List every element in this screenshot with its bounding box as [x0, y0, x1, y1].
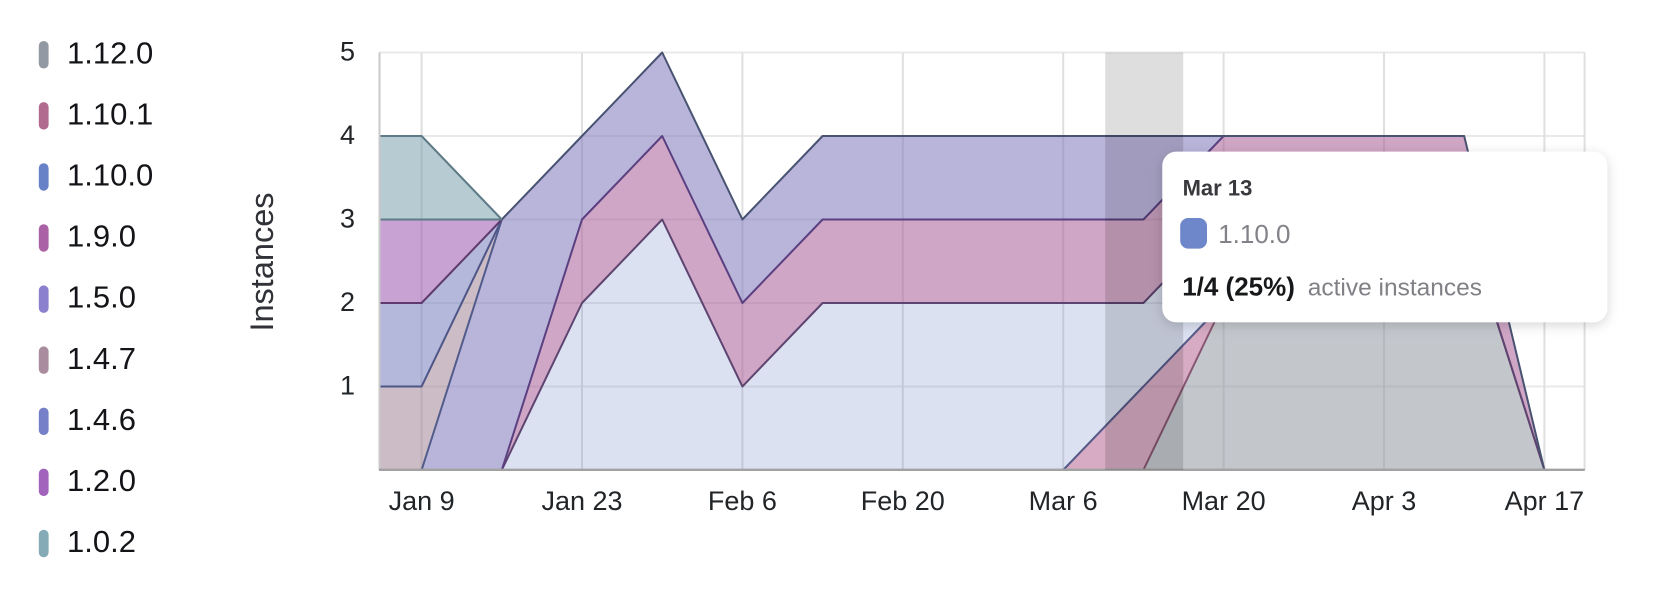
svg-text:Feb 6: Feb 6 [708, 486, 777, 516]
svg-text:1: 1 [340, 371, 355, 401]
svg-text:Apr 3: Apr 3 [1352, 486, 1417, 516]
svg-text:5: 5 [340, 37, 355, 67]
svg-text:Mar 20: Mar 20 [1182, 486, 1266, 516]
svg-text:1.10.0: 1.10.0 [1218, 219, 1290, 249]
svg-text:1.4.7: 1.4.7 [67, 341, 136, 376]
svg-text:Jan 9: Jan 9 [389, 486, 455, 516]
svg-text:2: 2 [340, 287, 355, 317]
svg-text:Jan 23: Jan 23 [541, 486, 622, 516]
svg-text:1.0.2: 1.0.2 [67, 524, 136, 559]
svg-text:Feb 20: Feb 20 [861, 486, 945, 516]
svg-text:1.10.1: 1.10.1 [67, 96, 153, 131]
svg-text:3: 3 [340, 204, 355, 234]
svg-text:Mar 6: Mar 6 [1029, 486, 1098, 516]
svg-text:Instances: Instances [244, 192, 280, 331]
svg-text:1.9.0: 1.9.0 [67, 219, 136, 254]
svg-text:4: 4 [340, 120, 355, 150]
svg-text:1.5.0: 1.5.0 [67, 280, 136, 315]
svg-text:1.10.0: 1.10.0 [67, 158, 153, 193]
svg-text:Mar 13: Mar 13 [1183, 176, 1253, 201]
svg-text:1.2.0: 1.2.0 [67, 463, 136, 498]
svg-text:Apr 17: Apr 17 [1505, 486, 1585, 516]
svg-text:1.12.0: 1.12.0 [67, 35, 153, 70]
svg-text:1.4.6: 1.4.6 [67, 402, 136, 437]
svg-text:1/4 (25%) active instances: 1/4 (25%) active instances [1182, 272, 1482, 302]
